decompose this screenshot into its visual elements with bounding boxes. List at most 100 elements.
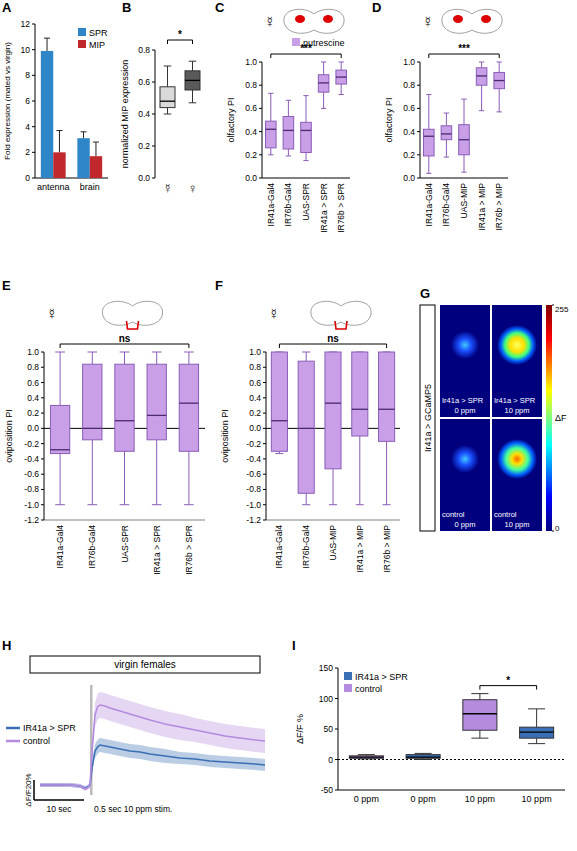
whisker [359, 436, 360, 505]
y-tick-label: 1.0 [249, 347, 261, 357]
label-box [420, 305, 435, 531]
image-title: Ir41a > SPR [494, 396, 536, 405]
error-bar [81, 132, 87, 138]
whisker [270, 148, 271, 155]
median [318, 82, 329, 83]
y-tick-label: 0.8 [27, 362, 39, 372]
y-tick-label: 0.4 [403, 127, 415, 137]
y-tick-label: 0.2 [245, 150, 257, 160]
box [298, 361, 314, 493]
median [147, 415, 166, 416]
significance: * [506, 675, 510, 686]
median [424, 136, 435, 137]
y-tick-label: 0.8 [138, 45, 150, 55]
significance-bracket [429, 54, 499, 58]
y-tick-label: 150 [319, 663, 333, 673]
whisker [479, 694, 480, 700]
median [352, 409, 368, 410]
y-tick [417, 108, 420, 109]
whisker-cap [528, 708, 545, 709]
whisker-cap [152, 504, 162, 505]
box-group [349, 694, 553, 760]
legend-line [6, 727, 20, 730]
significance-bracket [271, 54, 341, 58]
whisker-cap [461, 99, 466, 100]
median [325, 403, 341, 404]
x-tick-label: IR76b-Gal4 [283, 183, 293, 227]
y-tick [32, 24, 35, 25]
box [349, 756, 383, 758]
x-tick-label: IR76b > SPR [184, 525, 194, 575]
whisker [270, 93, 271, 121]
y-tick-label: 0.8 [245, 80, 257, 90]
whisker [124, 451, 125, 504]
trace-line [40, 745, 265, 788]
y-tick-label: 0.2 [27, 408, 39, 418]
y-tick-label: 0.2 [138, 141, 150, 151]
x-tick-label: IR41a > SPR [319, 183, 329, 233]
image-blob [451, 331, 479, 359]
x-tick-label: UAS-SPR [301, 183, 311, 221]
brain-region [481, 15, 491, 23]
image-frame [440, 419, 490, 531]
whisker [60, 454, 61, 505]
panel-letter: F [215, 278, 223, 293]
whisker-cap [415, 753, 432, 754]
median [520, 731, 554, 732]
whisker-cap [358, 754, 375, 755]
x-tick-label: IR76b-Gal4 [87, 525, 97, 569]
y-tick [41, 504, 44, 505]
whisker-cap [184, 352, 194, 353]
median [283, 130, 294, 131]
y-axis-title: ΔF/F % [295, 714, 305, 744]
whisker-cap [87, 352, 97, 353]
box [459, 125, 470, 155]
whisker [288, 149, 289, 156]
y-tick-label: -50 [321, 785, 334, 795]
median [459, 139, 470, 140]
x-tick-label: IR76b > MIP [494, 183, 504, 231]
brain-region [453, 15, 463, 23]
whisker [92, 440, 93, 505]
whisker [188, 352, 189, 364]
whisker [323, 92, 324, 108]
box [325, 352, 341, 469]
y-tick-label: -1.0 [246, 500, 261, 510]
brain-outline [284, 9, 344, 33]
legend-label: IR41a > SPR [23, 723, 76, 733]
brain-icon [442, 9, 502, 33]
y-tick [41, 474, 44, 475]
y-tick [41, 520, 44, 521]
y-tick-label: -0.8 [246, 484, 261, 494]
x-tick-label: ☿ [163, 181, 173, 196]
box [115, 364, 134, 451]
whisker [306, 352, 307, 361]
whisker-cap [55, 504, 65, 505]
brain-region [335, 321, 347, 329]
x-tick-label: 0 ppm [411, 794, 436, 804]
whisker [167, 108, 168, 114]
panel-letter: G [420, 286, 430, 301]
whisker [306, 96, 307, 123]
colorbar-tick-label: 0 [555, 524, 560, 533]
bar [41, 51, 53, 178]
y-tick [335, 790, 338, 791]
y-tick [152, 82, 155, 83]
y-tick-label: 0.6 [138, 77, 150, 87]
whisker-cap [415, 759, 432, 760]
whisker-cap [275, 453, 283, 454]
y-tick-label: 0.4 [27, 393, 39, 403]
box [50, 405, 69, 453]
stimulus-label: 0.5 sec 10 ppm stim. [94, 804, 172, 814]
bar-group [41, 38, 102, 178]
image-title: Ir41a > SPR [442, 396, 484, 405]
whisker-cap [184, 504, 194, 505]
brain-icon [284, 9, 344, 33]
image-subtitle: 0 ppm [455, 406, 476, 415]
y-tick-label: 0.0 [245, 173, 257, 183]
x-axis [44, 520, 205, 521]
whisker-cap [339, 94, 344, 95]
whisker [536, 709, 537, 727]
y-tick [259, 85, 262, 86]
whisker [464, 155, 465, 172]
